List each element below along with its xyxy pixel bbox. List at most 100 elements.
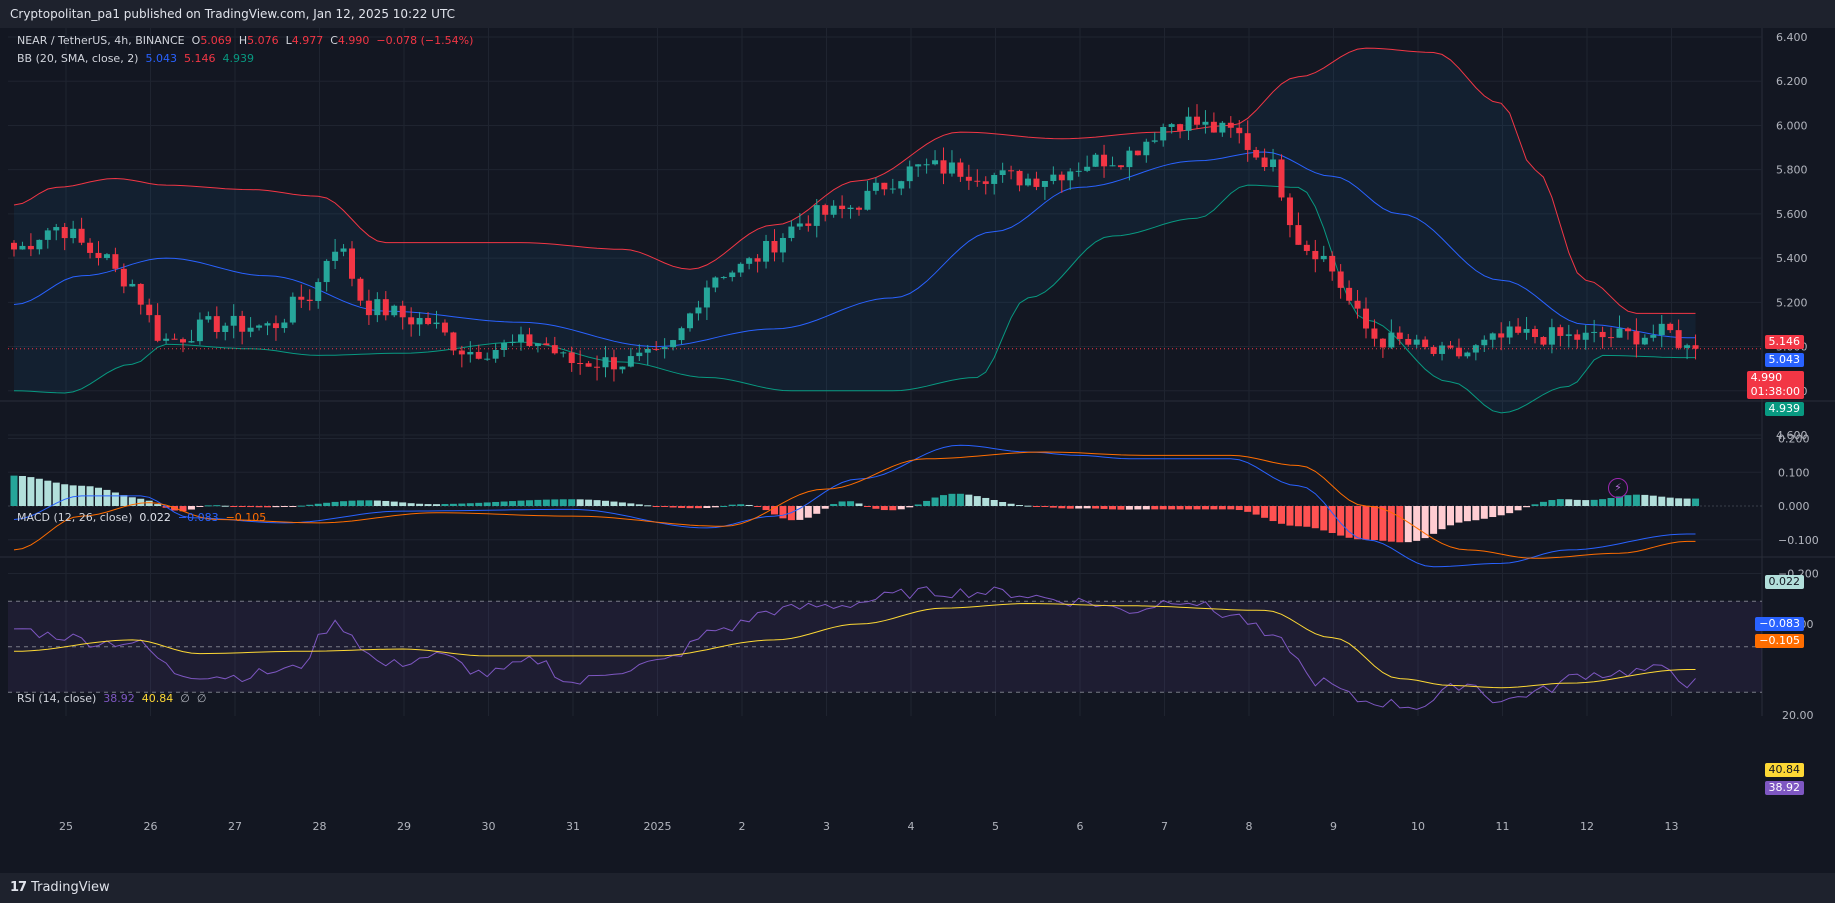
macd-hist-bar[interactable] (483, 502, 491, 506)
macd-hist-bar[interactable] (1404, 506, 1412, 543)
candle-body[interactable] (1185, 116, 1192, 131)
candle-body[interactable] (112, 254, 119, 269)
candle-body[interactable] (1455, 347, 1462, 357)
macd-hist-bar[interactable] (1075, 506, 1083, 509)
macd-hist-bar[interactable] (948, 493, 956, 506)
candle-body[interactable] (1422, 339, 1429, 348)
macd-hist-bar[interactable] (678, 506, 686, 508)
candle-body[interactable] (577, 363, 584, 365)
candle-body[interactable] (847, 207, 854, 210)
macd-hist-bar[interactable] (1565, 499, 1573, 506)
candle-body[interactable] (1194, 116, 1200, 125)
candle-body[interactable] (999, 170, 1006, 176)
macd-hist-bar[interactable] (1201, 506, 1209, 510)
candle-body[interactable] (1286, 197, 1293, 226)
candle-body[interactable] (822, 205, 829, 215)
candle-body[interactable] (1134, 150, 1141, 156)
candle-body[interactable] (1303, 244, 1310, 251)
candle-body[interactable] (788, 226, 795, 238)
candle-body[interactable] (1354, 300, 1361, 309)
macd-hist-bar[interactable] (306, 504, 314, 506)
macd-label[interactable]: MACD (12, 26, close) (17, 511, 133, 524)
macd-hist-bar[interactable] (982, 497, 990, 506)
candle-body[interactable] (1616, 328, 1623, 338)
candle-body[interactable] (518, 334, 524, 342)
macd-hist-bar[interactable] (1480, 506, 1488, 519)
macd-hist-bar[interactable] (821, 506, 829, 509)
macd-hist-bar[interactable] (111, 492, 119, 507)
candle-body[interactable] (594, 366, 601, 368)
candle-body[interactable] (1295, 225, 1302, 245)
macd-hist-bar[interactable] (779, 506, 787, 519)
macd-hist-bar[interactable] (238, 506, 246, 507)
candle-body[interactable] (95, 252, 102, 258)
candle-body[interactable] (526, 334, 533, 346)
candle-body[interactable] (492, 349, 499, 359)
macd-hist-bar[interactable] (1100, 506, 1108, 509)
macd-hist-bar[interactable] (635, 504, 643, 506)
macd-hist-bar[interactable] (1616, 496, 1623, 506)
candle-body[interactable] (1658, 323, 1665, 336)
candle-body[interactable] (670, 340, 677, 348)
macd-hist-bar[interactable] (652, 506, 660, 507)
macd-hist-bar[interactable] (466, 503, 474, 506)
macd-hist-bar[interactable] (1159, 506, 1167, 510)
candle-body[interactable] (44, 230, 51, 240)
macd-hist-bar[interactable] (1092, 506, 1100, 509)
candle-body[interactable] (1548, 327, 1555, 345)
tradingview-logo[interactable]: 17 TradingView (10, 880, 110, 895)
candle-body[interactable] (1388, 332, 1395, 348)
macd-hist-bar[interactable] (1421, 506, 1429, 539)
candle-body[interactable] (746, 258, 753, 264)
candle-body[interactable] (703, 287, 710, 308)
macd-hist-bar[interactable] (365, 500, 373, 506)
macd-hist-bar[interactable] (1573, 499, 1581, 506)
macd-hist-bar[interactable] (1556, 499, 1564, 506)
candle-body[interactable] (1244, 133, 1251, 150)
macd-hist-bar[interactable] (940, 495, 947, 506)
macd-hist-bar[interactable] (745, 504, 753, 506)
candle-body[interactable] (188, 341, 195, 343)
candle-body[interactable] (839, 205, 846, 210)
macd-hist-bar[interactable] (390, 501, 398, 506)
candle-body[interactable] (180, 339, 186, 343)
macd-hist-bar[interactable] (1185, 506, 1193, 510)
macd-hist-bar[interactable] (297, 505, 305, 507)
macd-hist-bar[interactable] (61, 484, 69, 506)
macd-hist-bar[interactable] (1252, 506, 1260, 515)
macd-hist-bar[interactable] (1066, 506, 1074, 509)
candle-body[interactable] (1160, 126, 1167, 141)
macd-hist-bar[interactable] (517, 500, 525, 506)
macd-hist-bar[interactable] (1278, 506, 1285, 524)
macd-hist-bar[interactable] (1455, 506, 1463, 523)
macd-hist-bar[interactable] (272, 506, 280, 508)
candle-body[interactable] (898, 181, 905, 189)
candle-body[interactable] (1261, 157, 1268, 168)
candle-body[interactable] (856, 207, 862, 210)
candle-body[interactable] (1515, 326, 1522, 333)
candle-body[interactable] (915, 164, 922, 167)
macd-hist-bar[interactable] (1590, 499, 1598, 506)
macd-hist-bar[interactable] (1666, 497, 1674, 506)
candle-body[interactable] (1371, 328, 1378, 339)
candle-body[interactable] (560, 352, 567, 354)
candle-body[interactable] (1439, 345, 1446, 354)
macd-hist-bar[interactable] (1134, 506, 1142, 510)
macd-hist-bar[interactable] (1218, 506, 1226, 510)
macd-hist-bar[interactable] (534, 499, 542, 506)
candle-body[interactable] (906, 166, 913, 182)
macd-hist-bar[interactable] (1125, 506, 1133, 510)
macd-hist-bar[interactable] (973, 496, 981, 506)
macd-hist-bar[interactable] (1582, 500, 1590, 506)
macd-hist-bar[interactable] (1430, 506, 1438, 534)
macd-hist-bar[interactable] (18, 476, 26, 506)
candle-body[interactable] (11, 242, 17, 250)
macd-hist-bar[interactable] (804, 506, 812, 518)
candle-body[interactable] (796, 223, 803, 227)
candle-body[interactable] (1481, 339, 1488, 346)
macd-hist-bar[interactable] (1387, 506, 1395, 542)
candle-body[interactable] (1075, 170, 1082, 172)
macd-hist-bar[interactable] (10, 475, 18, 506)
candle-body[interactable] (1650, 335, 1657, 338)
macd-hist-bar[interactable] (1303, 506, 1311, 527)
